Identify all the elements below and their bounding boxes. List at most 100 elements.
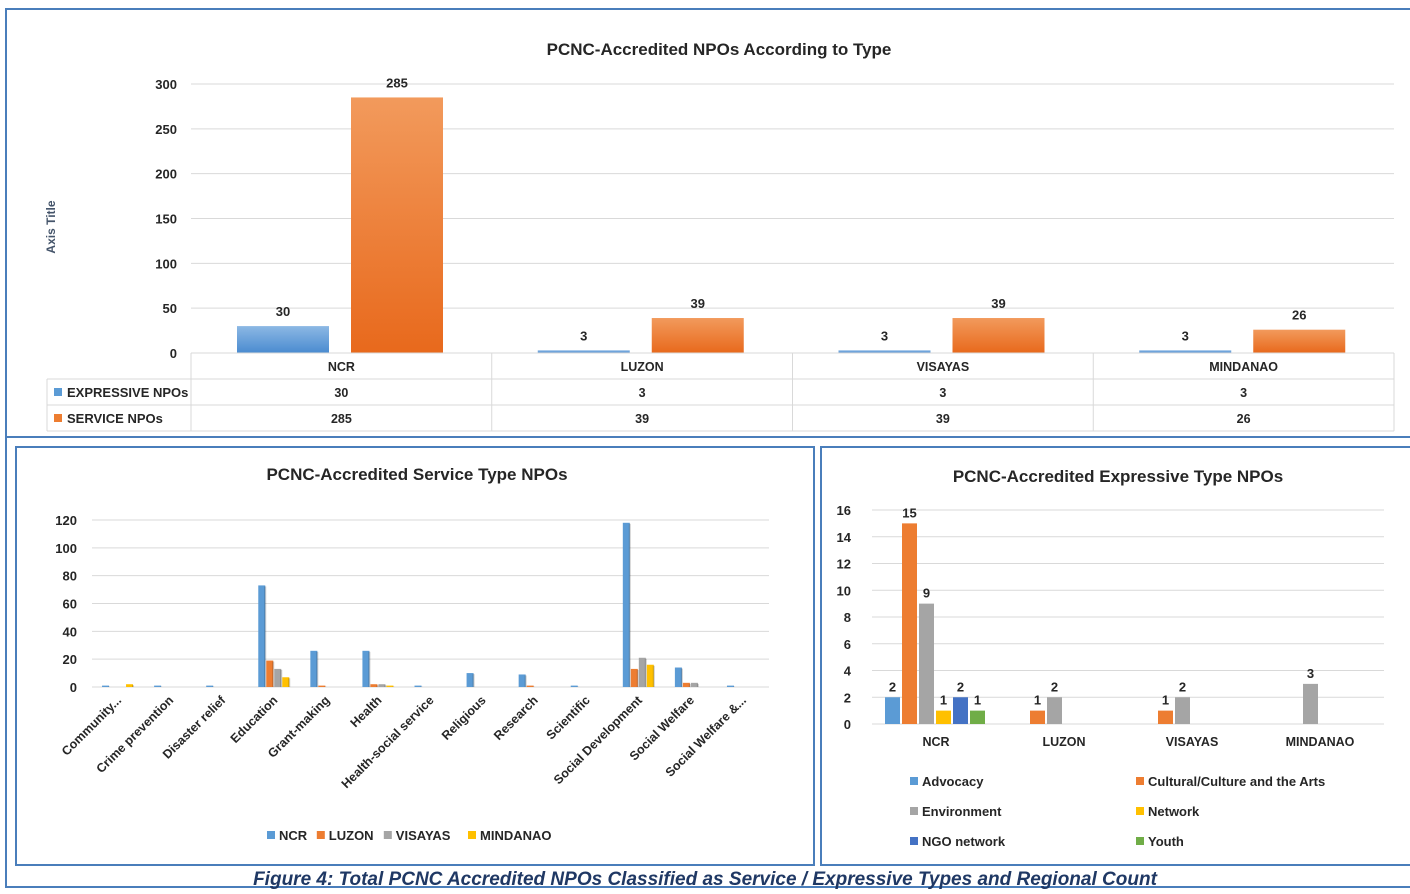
x-tick-label: LUZON — [621, 360, 664, 374]
bar-ncr-disaster-relief — [206, 685, 214, 687]
y-tick-label: 10 — [837, 583, 851, 598]
bar-environment-mindanao — [1303, 683, 1318, 724]
table-cell-expressive-npos-luzon: 3 — [639, 386, 646, 400]
y-tick-label: 250 — [155, 122, 177, 137]
y-tick-label: 0 — [844, 717, 851, 732]
bar-visayas-education — [274, 668, 282, 687]
table-cell-service-npos-luzon: 39 — [635, 412, 649, 426]
bar-shade — [384, 685, 387, 687]
data-label-environment-visayas: 2 — [1179, 679, 1186, 694]
chart-panel-types: PCNC-Accredited NPOs According to Type Ax… — [5, 8, 1410, 438]
data-label-youth-ncr: 1 — [974, 693, 981, 708]
bar-expressive-npos-luzon — [537, 350, 630, 353]
bar-shade — [636, 669, 639, 687]
legend-key-ngo-network — [910, 837, 918, 845]
y-tick-label: 50 — [163, 301, 177, 316]
legend-label-ncr: NCR — [279, 828, 308, 843]
legend-key-luzon — [316, 831, 325, 839]
table-cell-expressive-npos-mindanao: 3 — [1240, 386, 1247, 400]
bar-ncr-scientific — [570, 685, 578, 687]
bar-mindanao-health — [386, 685, 394, 687]
data-label-service-npos-ncr: 285 — [386, 75, 408, 90]
data-label-service-npos-mindanao: 26 — [1292, 308, 1306, 323]
chart-types-svg: PCNC-Accredited NPOs According to Type Ax… — [44, 40, 1395, 432]
bar-shade — [472, 674, 475, 687]
x-tick-label: LUZON — [1042, 735, 1085, 749]
data-label-expressive-npos-ncr: 30 — [276, 304, 290, 319]
y-tick-label: 0 — [70, 680, 77, 695]
data-label-cultural-culture-and-the-arts-visayas: 1 — [1162, 693, 1169, 708]
legend-label-environment: Environment — [922, 804, 1002, 819]
y-tick-label: 12 — [837, 557, 851, 572]
data-label-service-npos-visayas: 39 — [991, 296, 1005, 311]
data-label-cultural-culture-and-the-arts-luzon: 1 — [1034, 693, 1041, 708]
bar-shade — [264, 586, 267, 687]
legend-key-visayas — [383, 831, 392, 839]
data-label-ngo-network-ncr: 2 — [957, 679, 964, 694]
legend-key-expressive-npos — [54, 388, 62, 396]
bar-cultural-culture-and-the-arts-ncr — [902, 523, 917, 724]
bar-youth-ncr — [970, 710, 985, 724]
x-tick-label: Religious — [439, 693, 489, 743]
bar-ncr-community — [102, 685, 110, 687]
bar-ncr-research — [518, 674, 526, 687]
y-tick-label: 80 — [63, 569, 77, 584]
data-label-environment-luzon: 2 — [1051, 679, 1058, 694]
bar-ncr-social-welfare — [726, 685, 734, 687]
bar-shade — [272, 661, 275, 687]
bar-shade — [628, 523, 631, 687]
x-tick-label: VISAYAS — [917, 360, 970, 374]
x-tick-label: NCR — [922, 735, 949, 749]
bar-luzon-social-development — [630, 668, 638, 687]
legend-label-expressive-npos: EXPRESSIVE NPOs — [67, 385, 188, 400]
bar-expressive-npos-ncr — [237, 326, 329, 353]
bar-shade — [524, 675, 527, 687]
y-tick-label: 200 — [155, 167, 177, 182]
legend-key-youth — [1136, 837, 1144, 845]
legend-label-service-npos: SERVICE NPOs — [67, 411, 163, 426]
x-tick-label: Health — [348, 693, 385, 730]
y-tick-label: 16 — [837, 503, 851, 518]
bar-shade — [316, 651, 319, 687]
table-cell-service-npos-visayas: 39 — [936, 412, 950, 426]
figure-caption: Figure 4: Total PCNC Accredited NPOs Cla… — [253, 869, 1157, 890]
bar-visayas-social-development — [638, 657, 646, 687]
bar-cultural-culture-and-the-arts-visayas — [1158, 710, 1173, 724]
bar-ngo-network-ncr — [953, 697, 968, 724]
bar-shade — [680, 668, 683, 687]
bar-shade — [652, 665, 655, 687]
bar-advocacy-ncr — [885, 697, 900, 724]
legend-key-service-npos — [54, 414, 62, 422]
bar-mindanao-education — [282, 677, 290, 687]
data-label-network-ncr: 1 — [940, 693, 947, 708]
bar-service-npos-ncr — [351, 97, 443, 353]
data-label-advocacy-ncr: 2 — [889, 679, 896, 694]
bar-environment-visayas — [1175, 697, 1190, 724]
table-cell-expressive-npos-visayas: 3 — [939, 386, 946, 400]
chart-title: PCNC-Accredited Expressive Type NPOs — [953, 467, 1283, 486]
bar-ncr-religious — [466, 673, 474, 687]
bar-cultural-culture-and-the-arts-luzon — [1030, 710, 1045, 724]
bar-mindanao-social-development — [646, 664, 654, 687]
legend-key-environment — [910, 807, 918, 815]
x-tick-label: Health-social service — [339, 693, 437, 791]
x-tick-label: Education — [228, 693, 281, 746]
y-tick-label: 20 — [63, 652, 77, 667]
bar-shade — [132, 685, 135, 687]
bar-service-npos-luzon — [651, 318, 744, 353]
bar-ncr-grant-making — [310, 650, 318, 687]
bar-visayas-health — [378, 684, 386, 687]
data-label-expressive-npos-visayas: 3 — [881, 328, 888, 343]
legend-key-network — [1136, 807, 1144, 815]
bar-ncr-social-development — [622, 522, 630, 687]
x-tick-label: Social Development — [551, 693, 645, 787]
x-tick-label: NCR — [328, 360, 355, 374]
bar-expressive-npos-mindanao — [1139, 350, 1232, 353]
data-label-environment-ncr: 9 — [923, 586, 930, 601]
data-label-expressive-npos-luzon: 3 — [580, 328, 587, 343]
table-cell-service-npos-ncr: 285 — [331, 412, 352, 426]
legend-label-ngo-network: NGO network — [922, 834, 1006, 849]
legend-key-advocacy — [910, 777, 918, 785]
chart-title: PCNC-Accredited NPOs According to Type — [547, 40, 892, 59]
bar-ncr-social-welfare — [674, 667, 682, 687]
